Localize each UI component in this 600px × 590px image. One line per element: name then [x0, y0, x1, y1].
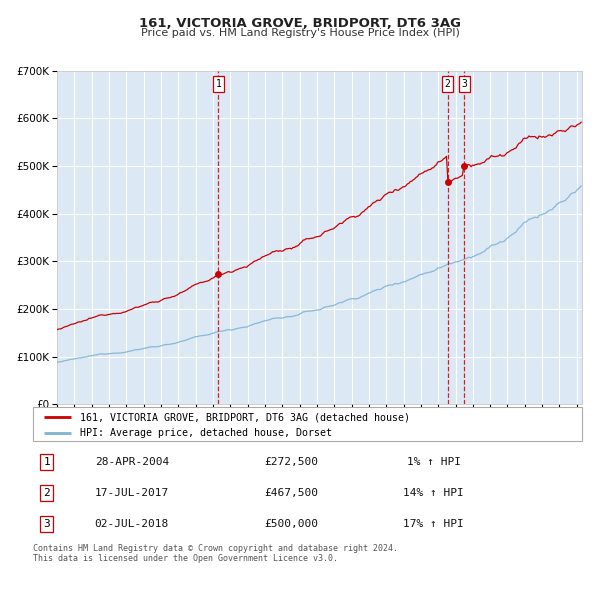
Text: 161, VICTORIA GROVE, BRIDPORT, DT6 3AG: 161, VICTORIA GROVE, BRIDPORT, DT6 3AG [139, 17, 461, 30]
Text: Contains HM Land Registry data © Crown copyright and database right 2024.
This d: Contains HM Land Registry data © Crown c… [33, 544, 398, 563]
Text: 02-JUL-2018: 02-JUL-2018 [95, 519, 169, 529]
Text: 17-JUL-2017: 17-JUL-2017 [95, 488, 169, 498]
Text: 17% ↑ HPI: 17% ↑ HPI [403, 519, 464, 529]
Text: £467,500: £467,500 [264, 488, 318, 498]
Text: 28-APR-2004: 28-APR-2004 [95, 457, 169, 467]
Text: 1: 1 [215, 79, 221, 89]
Text: 3: 3 [461, 79, 467, 89]
Text: 1: 1 [43, 457, 50, 467]
Text: 3: 3 [43, 519, 50, 529]
Text: 2: 2 [43, 488, 50, 498]
FancyBboxPatch shape [33, 407, 582, 441]
Text: 161, VICTORIA GROVE, BRIDPORT, DT6 3AG (detached house): 161, VICTORIA GROVE, BRIDPORT, DT6 3AG (… [80, 412, 410, 422]
Text: 2: 2 [445, 79, 451, 89]
Text: £272,500: £272,500 [264, 457, 318, 467]
Text: 14% ↑ HPI: 14% ↑ HPI [403, 488, 464, 498]
Text: £500,000: £500,000 [264, 519, 318, 529]
Text: Price paid vs. HM Land Registry's House Price Index (HPI): Price paid vs. HM Land Registry's House … [140, 28, 460, 38]
Text: HPI: Average price, detached house, Dorset: HPI: Average price, detached house, Dors… [80, 428, 332, 438]
Text: 1% ↑ HPI: 1% ↑ HPI [407, 457, 461, 467]
